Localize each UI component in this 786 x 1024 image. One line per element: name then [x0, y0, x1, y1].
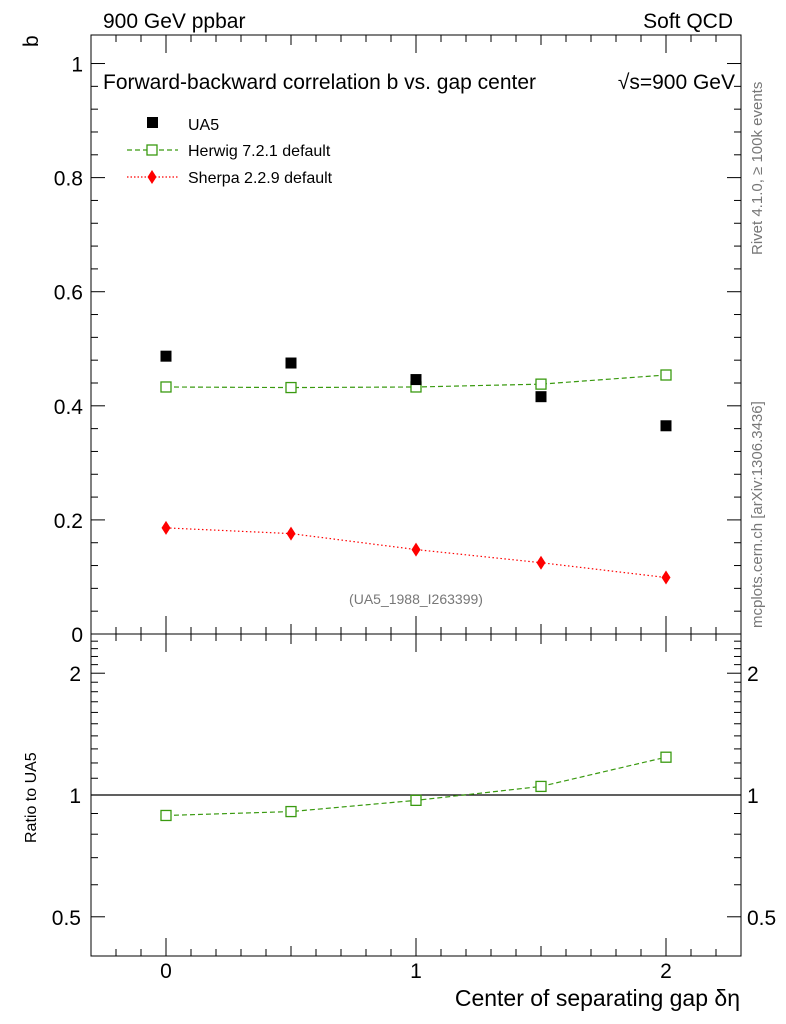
ratio-herwig-line [165, 756, 667, 817]
header-right: Soft QCD [643, 10, 733, 33]
sherpa-point [411, 542, 421, 557]
main-y-tick-label: 1 [71, 54, 83, 77]
header-left: 900 GeV ppbar [103, 10, 245, 33]
chart-title-energy: √s=900 GeV [618, 71, 735, 94]
legend-marker-ua5 [147, 117, 158, 128]
ratio-herwig-point [160, 809, 172, 822]
main-series-layer [160, 350, 672, 585]
ratio-y-tick-label-left: 2 [69, 663, 81, 686]
ratio-axis-ticks: 0 1 2 0.5 0.5 1 1 2 2 [52, 634, 776, 983]
ratio-y-tick-label-right: 1 [747, 785, 759, 808]
main-y-tick-label: 0.8 [54, 168, 83, 191]
main-y-tick-label: 0 [71, 624, 83, 647]
main-y-tick-label: 0.6 [54, 282, 83, 305]
ratio-herwig-point [410, 794, 422, 807]
main-y-axis-label: b [20, 35, 43, 47]
mcplots-label: mcplots.cern.ch [arXiv:1306.3436] [749, 401, 766, 628]
ratio-y-tick-label-right: 0.5 [747, 907, 776, 930]
ratio-y-tick-label-left: 0.5 [52, 907, 81, 930]
chart-title: Forward-backward correlation b vs. gap c… [103, 71, 536, 94]
x-tick-label: 1 [410, 960, 422, 983]
herwig-point [160, 381, 172, 393]
ratio-y-tick-label-right: 2 [747, 663, 759, 686]
legend: UA5 Herwig 7.2.1 default Sherpa 2.2.9 de… [127, 117, 333, 187]
ratio-y-tick-label-left: 1 [69, 785, 81, 808]
ratio-herwig-point [285, 805, 297, 818]
legend-label-ua5: UA5 [188, 117, 219, 134]
x-axis-label: Center of separating gap δη [455, 985, 740, 1011]
legend-label-sherpa: Sherpa 2.2.9 default [188, 170, 333, 187]
legend-marker-herwig [146, 144, 158, 156]
ua5-point [410, 374, 422, 386]
ua5-point [160, 350, 172, 362]
main-axis-ticks: 0 0.2 0.4 0.6 0.8 1 [54, 35, 741, 647]
sherpa-point [286, 526, 296, 541]
herwig-point [285, 381, 297, 394]
rivet-label: Rivet 4.1.0, ≥ 100k events [749, 82, 766, 255]
sherpa-point [536, 555, 546, 570]
ratio-herwig-point [535, 780, 547, 793]
ratio-series-layer [160, 751, 672, 822]
sherpa-point [161, 520, 171, 535]
sherpa-point [661, 570, 671, 585]
legend-label-herwig: Herwig 7.2.1 default [188, 143, 331, 160]
main-y-tick-label: 0.2 [54, 510, 83, 533]
herwig-point [660, 369, 672, 381]
herwig-point [535, 378, 547, 390]
ua5-point [285, 357, 297, 369]
analysis-id-annotation: (UA5_1988_I263399) [349, 591, 483, 607]
x-tick-label: 2 [660, 960, 672, 983]
x-tick-label: 0 [160, 960, 172, 983]
ua5-point [660, 420, 672, 432]
ua5-point [535, 391, 547, 403]
ratio-herwig-point [660, 751, 672, 763]
ratio-y-axis-label: Ratio to UA5 [23, 752, 40, 843]
main-y-tick-label: 0.4 [54, 396, 84, 419]
legend-marker-sherpa [147, 170, 157, 184]
